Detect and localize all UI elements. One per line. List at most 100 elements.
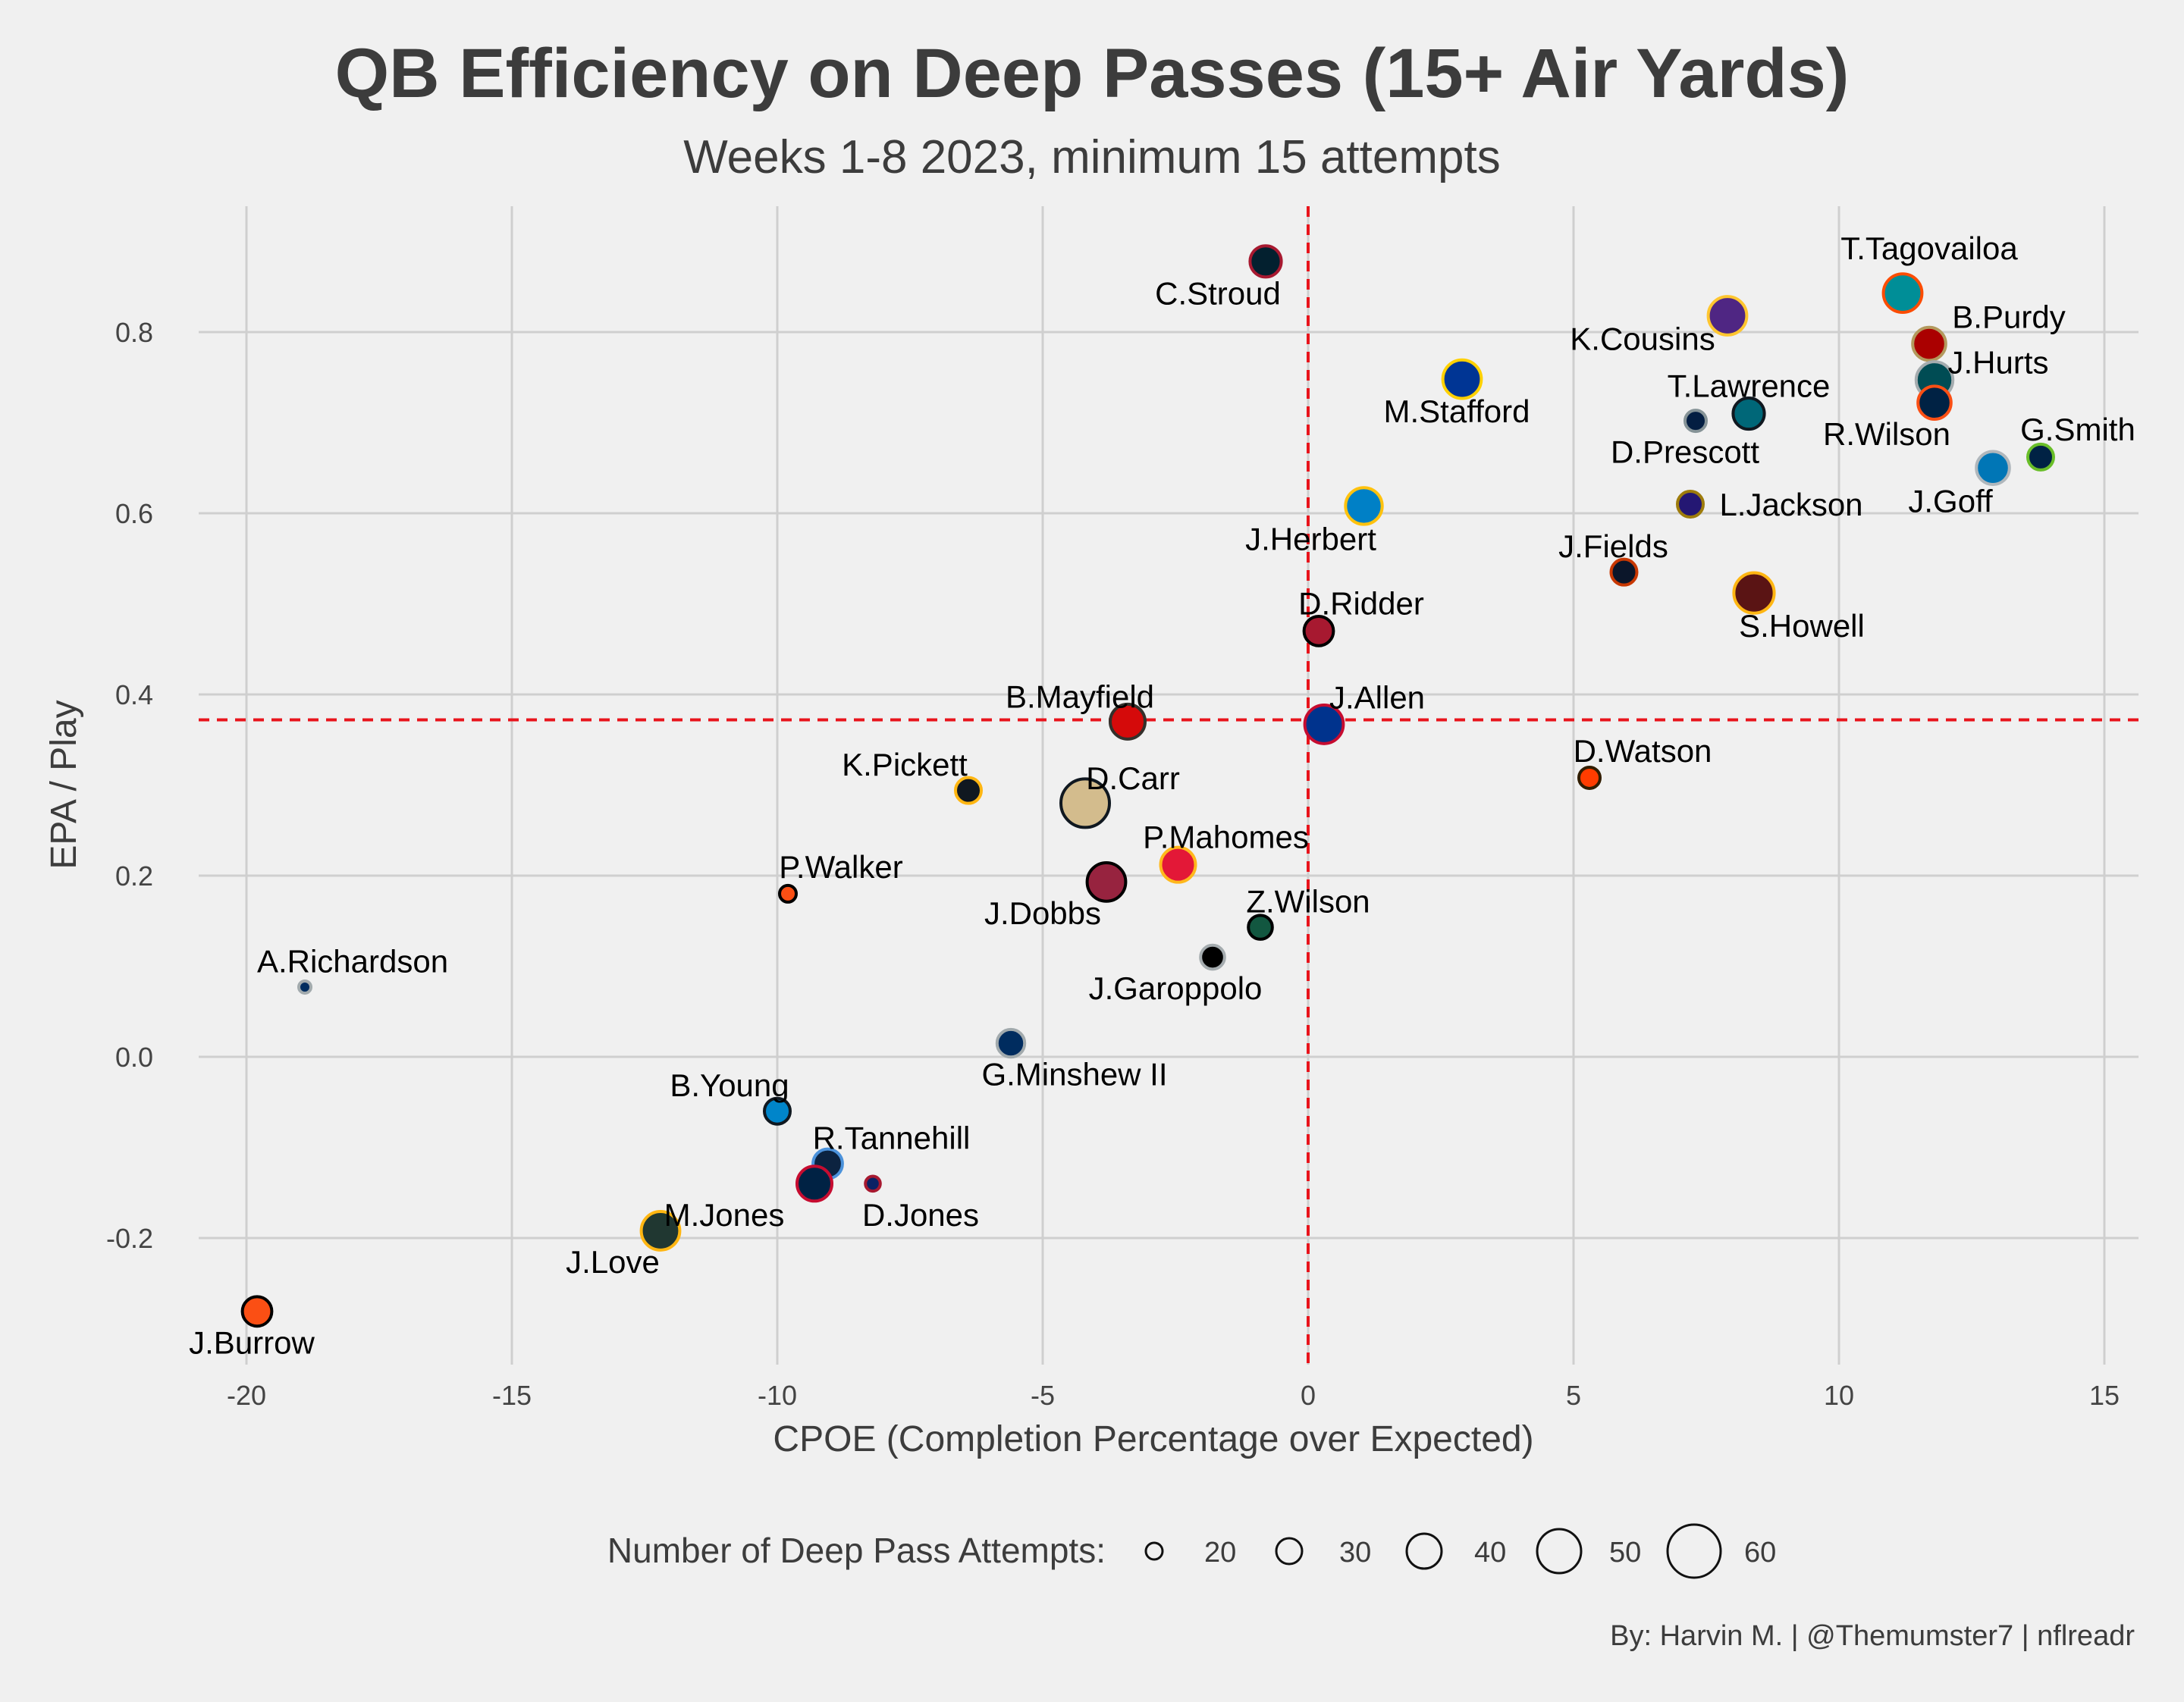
point-label: S.Howell: [1739, 608, 1865, 644]
point-label: J.Garoppolo: [1089, 970, 1263, 1006]
legend-size-label: 30: [1339, 1537, 1371, 1569]
y-tick-label: 0.4: [115, 679, 153, 710]
point-label: D.Carr: [1086, 760, 1180, 796]
point-label: K.Pickett: [842, 747, 968, 782]
legend-size-circle: [1666, 1523, 1722, 1579]
y-tick-label: 0.0: [115, 1042, 153, 1073]
data-point: [1732, 571, 1776, 615]
point-label: J.Fields: [1558, 528, 1668, 564]
point-label: D.Ridder: [1298, 585, 1424, 621]
legend-size-label: 20: [1204, 1537, 1236, 1569]
point-label: T.Tagovailoa: [1840, 230, 2018, 266]
data-point: [1577, 765, 1602, 790]
data-point: [1302, 614, 1335, 647]
point-label: D.Prescott: [1611, 434, 1759, 470]
point-label: P.Mahomes: [1143, 820, 1309, 855]
point-label: J.Goff: [1908, 483, 1993, 519]
size-legend: Number of Deep Pass Attempts: 20 30 40 50 60: [607, 1523, 1776, 1579]
data-point: [1248, 244, 1283, 279]
y-tick-label: 0.6: [115, 498, 153, 529]
data-point: [1441, 358, 1483, 400]
x-axis-label: CPOE (Completion Percentage over Expecte…: [773, 1419, 1533, 1459]
chart-subtitle: Weeks 1-8 2023, minimum 15 attempts: [683, 131, 1500, 183]
data-point: [1609, 557, 1639, 587]
data-point: [2026, 442, 2055, 472]
legend-size-circle: [1405, 1532, 1443, 1570]
x-tick-labels: -20 -15 -10 -5 0 5 10 15: [227, 1380, 2120, 1411]
legend-size-label: 60: [1744, 1537, 1776, 1569]
y-tick-label: 0.8: [115, 317, 153, 348]
point-label: B.Purdy: [1952, 299, 2065, 335]
data-point: [1344, 486, 1384, 526]
data-point: [1059, 777, 1111, 829]
data-point: [1881, 272, 1924, 315]
legend-size-circle: [1144, 1541, 1164, 1561]
legend-size-label: 40: [1474, 1537, 1506, 1569]
point-label: M.Stafford: [1384, 393, 1530, 429]
point-label: C.Stroud: [1155, 276, 1281, 312]
point-label: A.Richardson: [257, 943, 448, 979]
data-point: [1247, 914, 1274, 941]
point-label: B.Young: [670, 1067, 789, 1103]
x-tick-label: -5: [1031, 1380, 1055, 1411]
x-tick-label: 15: [2089, 1380, 2120, 1411]
y-axis-label: EPA / Play: [44, 700, 84, 869]
data-point: [1085, 860, 1128, 903]
point-label: J.Love: [566, 1244, 660, 1280]
point-label: R.Tannehill: [813, 1120, 971, 1155]
data-point: [1731, 396, 1766, 431]
legend-size-circle: [1275, 1537, 1304, 1566]
data-point: [864, 1174, 882, 1193]
x-tick-label: -15: [492, 1380, 532, 1411]
data-point: [1916, 384, 1953, 422]
legend-title: Number of Deep Pass Attempts:: [607, 1531, 1106, 1570]
x-tick-label: 5: [1566, 1380, 1581, 1411]
y-tick-label: -0.2: [106, 1223, 153, 1254]
data-point: [954, 776, 983, 805]
data-point: [995, 1027, 1027, 1059]
data-point: [795, 1164, 833, 1203]
x-tick-label: -20: [227, 1380, 266, 1411]
data-point: [1706, 295, 1749, 337]
point-label: G.Minshew II: [981, 1057, 1167, 1092]
data-point: [1303, 704, 1345, 745]
data-point: [778, 883, 798, 904]
x-tick-label: 0: [1301, 1380, 1316, 1411]
point-labels: C.Stroud T.Tagovailoa K.Cousins B.Purdy M.St…: [189, 230, 2135, 1361]
data-point: [639, 1210, 682, 1252]
y-tick-label: 0.2: [115, 860, 153, 892]
point-label: L.Jackson: [1719, 487, 1862, 522]
legend-items: 20 30 40 50 60: [1144, 1523, 1776, 1579]
data-point: [240, 1295, 274, 1328]
point-label: R.Wilson: [1823, 416, 1950, 452]
point-label: B.Mayfield: [1006, 679, 1154, 714]
data-point: [1911, 325, 1947, 362]
data-point: [763, 1096, 792, 1126]
data-point: [297, 979, 312, 995]
data-point: [1975, 450, 2011, 487]
point-label: P.Walker: [779, 849, 902, 885]
chart-caption: By: Harvin M. | @Themumster7 | nflreadr: [1610, 1620, 2135, 1652]
data-point: [1676, 490, 1705, 519]
chart-title: QB Efficiency on Deep Passes (15+ Air Ya…: [335, 35, 1850, 112]
point-label: Z.Wilson: [1246, 883, 1370, 919]
point-label: D.Watson: [1574, 733, 1712, 769]
data-point: [1109, 702, 1147, 741]
data-point: [1684, 409, 1708, 434]
point-label: D.Jones: [862, 1197, 979, 1233]
data-point: [1199, 943, 1226, 971]
point-label: J.Herbert: [1245, 521, 1376, 556]
point-label: J.Dobbs: [984, 895, 1101, 931]
point-label: G.Smith: [2020, 412, 2135, 447]
legend-size-label: 50: [1609, 1537, 1641, 1569]
point-label: J.Hurts: [1947, 344, 2048, 380]
point-label: J.Burrow: [189, 1324, 315, 1360]
reference-lines: [199, 206, 2138, 1365]
point-label: K.Cousins: [1570, 321, 1715, 356]
x-tick-label: 10: [1824, 1380, 1854, 1411]
point-label: T.Lawrence: [1668, 368, 1831, 404]
data-points: [240, 244, 2055, 1328]
